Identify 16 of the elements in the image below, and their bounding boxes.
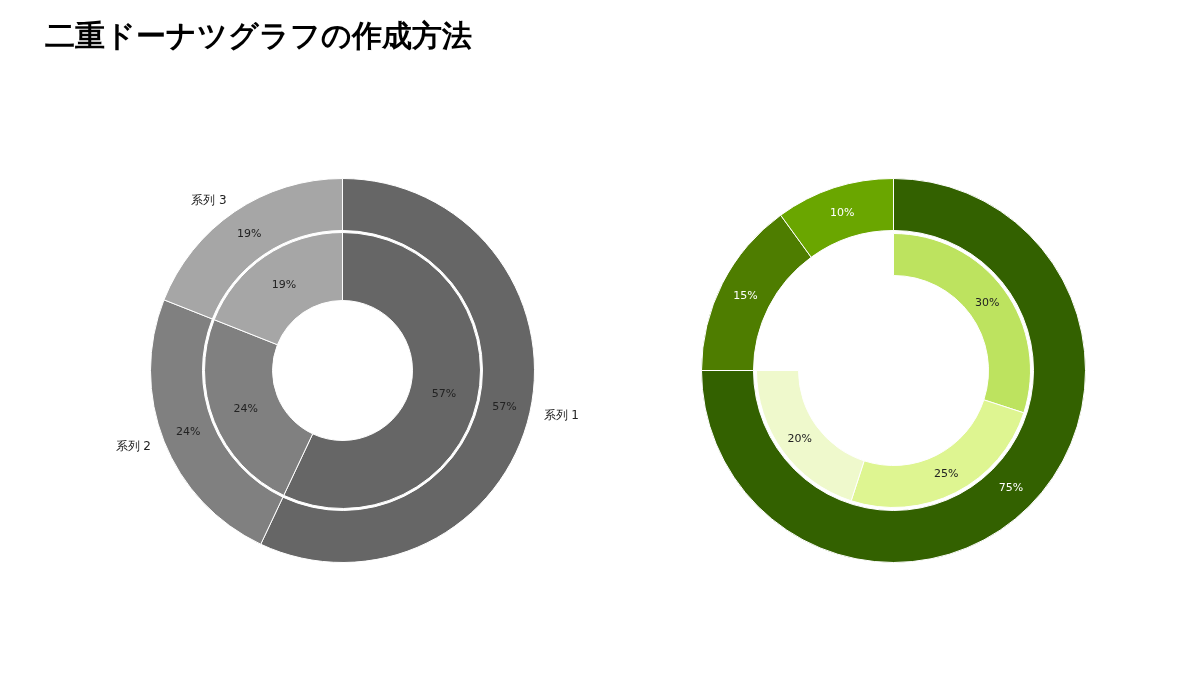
chart-title: 二重ドーナツグラフの作成方法 xyxy=(45,17,472,55)
data-label: 57% xyxy=(431,386,457,400)
data-label: 25% xyxy=(933,467,959,481)
data-label: 75% xyxy=(998,481,1024,495)
slice-label: 系列 3 xyxy=(191,193,227,208)
data-label: 24% xyxy=(233,402,259,416)
data-label: 57% xyxy=(492,400,517,414)
data-label: 15% xyxy=(733,288,758,302)
slice-label: 系列 2 xyxy=(115,439,151,454)
data-label: 19% xyxy=(236,226,262,240)
slice-label: 系列 1 xyxy=(543,408,579,423)
data-label: 30% xyxy=(975,295,1000,309)
data-label: 10% xyxy=(829,206,855,220)
data-label: 20% xyxy=(787,432,812,446)
data-label: 24% xyxy=(175,425,201,439)
data-label: 19% xyxy=(271,277,297,291)
